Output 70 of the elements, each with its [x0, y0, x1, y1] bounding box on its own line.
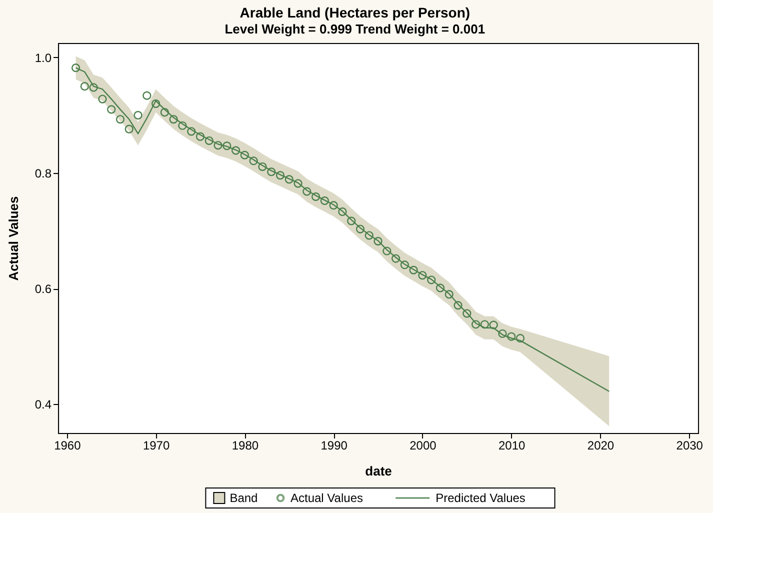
point [160, 108, 169, 117]
x-tick-label: 2030 [676, 438, 704, 452]
chart-title: Arable Land (Hectares per Person) [240, 4, 470, 20]
legend-label: Band [230, 491, 258, 505]
x-tick-label: 2000 [410, 438, 437, 452]
point [240, 150, 249, 160]
point [364, 231, 374, 240]
point [356, 224, 365, 234]
x-tick-label: 2010 [498, 438, 526, 452]
point [302, 187, 312, 196]
point [249, 156, 258, 166]
x-axis-title: date [365, 464, 392, 478]
y-tick-label: 0.4 [34, 398, 52, 412]
point [311, 192, 320, 201]
y-tick-label: 0.6 [34, 282, 52, 296]
point [498, 329, 507, 338]
point [320, 196, 329, 206]
point [409, 266, 418, 274]
point [329, 201, 338, 210]
point [489, 320, 498, 330]
point [107, 105, 116, 114]
point [436, 284, 445, 292]
point [444, 290, 454, 299]
point [374, 236, 382, 246]
point [71, 64, 80, 72]
point [294, 179, 302, 188]
point [178, 121, 187, 130]
x-tick-label: 2020 [587, 438, 614, 452]
point [151, 99, 160, 108]
point [418, 270, 427, 280]
x-tick-label: 1980 [232, 438, 259, 452]
point [187, 127, 196, 136]
x-tick-label: 1970 [142, 438, 170, 452]
point [267, 168, 276, 176]
point [400, 260, 409, 270]
chart-subtitle: Level Weight = 0.999 Trend Weight = 0.001 [224, 22, 486, 36]
point [89, 83, 98, 92]
y-tick-label: 0.8 [34, 166, 52, 180]
point [427, 276, 436, 284]
point [480, 320, 489, 329]
x-tick-label: 1960 [54, 438, 82, 452]
point [116, 114, 125, 124]
point [471, 320, 480, 329]
y-tick-label: 1.0 [34, 50, 52, 65]
point [214, 140, 222, 150]
point [142, 91, 152, 100]
point [222, 142, 232, 150]
point [454, 301, 462, 310]
point [124, 124, 134, 134]
point [462, 309, 472, 318]
point [169, 114, 178, 124]
point [347, 216, 356, 226]
legend-label: Actual Values [290, 491, 363, 505]
point [134, 110, 142, 120]
point [382, 246, 392, 256]
point [276, 171, 285, 180]
point [516, 334, 525, 343]
point [507, 332, 516, 341]
point [338, 207, 347, 216]
point [80, 82, 89, 91]
point [231, 146, 240, 155]
x-tick-label: 1990 [320, 438, 348, 452]
y-axis-title: Actual Values [6, 196, 21, 281]
point [391, 254, 400, 263]
point [98, 94, 107, 104]
point [258, 162, 267, 171]
point [196, 132, 205, 141]
point [284, 175, 294, 184]
legend-label: Predicted Values [436, 491, 526, 505]
point [204, 136, 214, 145]
